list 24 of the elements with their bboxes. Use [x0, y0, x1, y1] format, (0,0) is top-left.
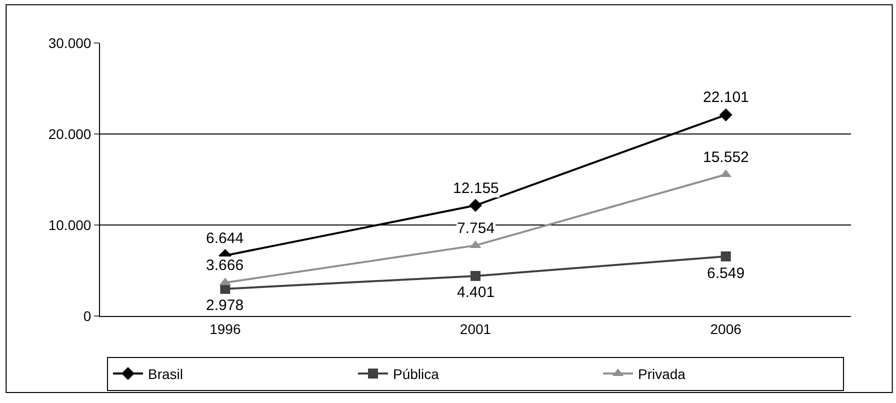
point	[719, 108, 732, 122]
data-label: 22.101	[703, 89, 749, 106]
y-tick-label: 20.000	[48, 126, 92, 142]
point	[469, 198, 482, 212]
x-tick-label: 2006	[710, 320, 742, 337]
data-label: 4.401	[457, 284, 495, 301]
x-tick-label: 1996	[210, 320, 241, 337]
data-label: 15.552	[703, 149, 749, 166]
point	[220, 284, 230, 294]
y-tick-label: 30.000	[48, 34, 92, 51]
legend-label: Privada	[638, 366, 686, 382]
point	[720, 251, 731, 262]
data-label: 3.666	[206, 257, 244, 274]
point	[470, 270, 480, 281]
y-tick-label: 10.000	[48, 216, 92, 233]
data-label: 6.644	[206, 230, 244, 247]
data-label: 6.549	[707, 265, 745, 282]
data-label: 7.754	[457, 220, 495, 237]
legend-label: Brasil	[148, 366, 184, 382]
legend-label: Pública	[393, 366, 440, 382]
y-tick-label: 0	[83, 308, 92, 324]
data-label: 2.978	[206, 297, 244, 314]
data-label: 12.155	[453, 180, 499, 197]
x-tick-label: 2001	[460, 320, 492, 337]
